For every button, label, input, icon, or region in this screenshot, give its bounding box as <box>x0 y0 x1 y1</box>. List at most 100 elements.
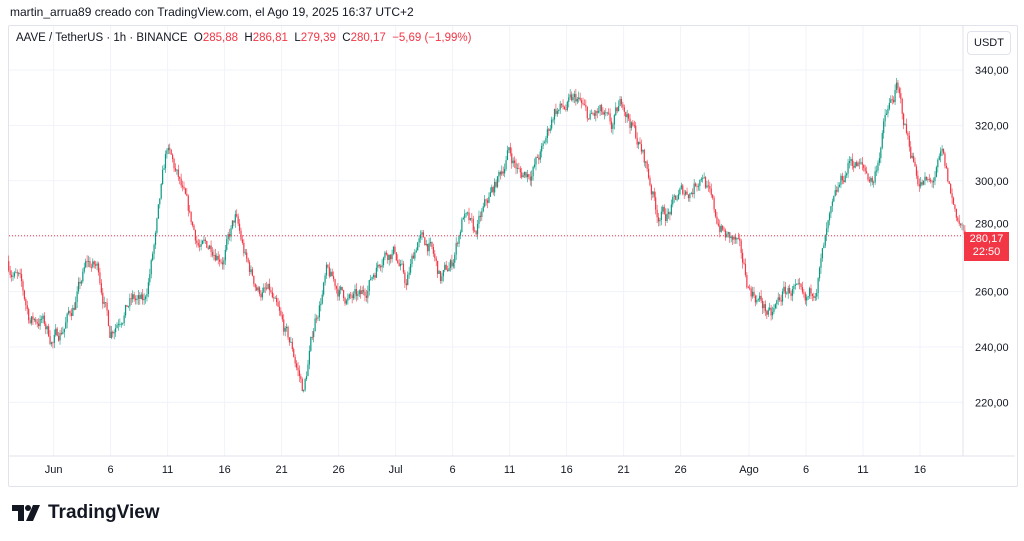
candle-body <box>15 272 17 274</box>
candle-body <box>951 193 953 198</box>
candle-body <box>777 297 779 301</box>
candle-body <box>180 178 182 186</box>
candle-body <box>891 99 893 101</box>
candle-body <box>177 169 179 177</box>
candle-body <box>724 230 727 238</box>
candle-body <box>660 211 662 220</box>
candle-body <box>170 149 172 155</box>
candle-body <box>142 294 144 301</box>
candle-body <box>291 341 293 350</box>
candle-body <box>323 282 325 295</box>
time-tick-label: 6 <box>450 464 456 476</box>
candle-body <box>160 184 162 199</box>
candle-body <box>847 162 849 174</box>
candle-body <box>504 169 506 174</box>
candle-body <box>766 311 768 315</box>
candle-body <box>347 297 349 301</box>
symbol-legend[interactable]: AAVE / TetherUS · 1h · BINANCE O285,88 H… <box>16 32 471 44</box>
candle-body <box>918 184 920 187</box>
candle-body <box>763 304 765 309</box>
candle-body <box>250 269 252 273</box>
candle-body <box>95 264 97 266</box>
candle-body <box>99 272 101 284</box>
candle-body <box>954 204 956 209</box>
candle-body <box>136 298 138 301</box>
candle-body <box>515 162 517 169</box>
time-tick-label: 11 <box>857 464 868 476</box>
candle-body <box>464 213 466 218</box>
candle-body <box>172 154 174 160</box>
time-tick-label: 21 <box>617 464 629 476</box>
candle-body <box>934 176 936 181</box>
candle-body <box>395 252 397 261</box>
candle-body <box>466 212 469 214</box>
candle-body <box>378 264 380 267</box>
candle-body <box>295 363 298 368</box>
candle-body <box>52 342 54 344</box>
candle-body <box>300 376 302 380</box>
candle-body <box>321 294 323 304</box>
candle-body <box>146 293 148 297</box>
candle-body <box>367 290 369 298</box>
candle-body <box>833 195 835 202</box>
time-tick-label: Jul <box>389 464 403 476</box>
candle-body <box>445 264 447 270</box>
candle-body <box>276 298 278 303</box>
candle-body <box>670 204 672 215</box>
candle-body <box>333 276 335 280</box>
candle-body <box>43 315 45 324</box>
candle-body <box>439 271 442 281</box>
candle-body <box>806 297 808 301</box>
candle-body <box>915 166 918 176</box>
candle-body <box>475 230 477 235</box>
candle-body <box>261 292 263 298</box>
candle-body <box>79 281 81 284</box>
candle-body <box>555 109 557 114</box>
candle-body <box>113 332 115 334</box>
candle-body <box>514 160 516 163</box>
candle-body <box>129 298 131 307</box>
candle-body <box>565 109 567 110</box>
candle-body <box>474 230 476 232</box>
candle-body <box>811 293 814 296</box>
candle-body <box>313 331 315 338</box>
candle-body <box>214 254 216 261</box>
candle-body <box>573 94 576 98</box>
candle-body <box>767 309 769 315</box>
candle-body <box>209 245 211 249</box>
candle-body <box>486 200 489 203</box>
candle-body <box>921 182 923 185</box>
candle-body <box>908 135 910 147</box>
candle-body <box>16 272 18 274</box>
candle-body <box>571 94 573 101</box>
candle-body <box>861 162 863 165</box>
candle-body <box>610 121 613 129</box>
candle-body <box>402 263 405 273</box>
candle-body <box>796 284 798 285</box>
candle-body <box>686 191 688 195</box>
candle-body <box>163 168 165 170</box>
candle-body <box>12 276 14 278</box>
candle-body <box>694 183 697 186</box>
candle-body <box>860 162 862 164</box>
candle-body <box>495 181 497 187</box>
candle-body <box>286 326 288 329</box>
candle-body <box>942 148 945 154</box>
candle-body <box>569 94 571 98</box>
candle-body <box>479 215 481 218</box>
candle-body <box>59 332 61 341</box>
candle-body <box>553 109 556 120</box>
currency-unit-button[interactable]: USDT <box>967 31 1011 55</box>
candle-body <box>340 286 342 291</box>
candle-body <box>579 97 581 101</box>
candle-body <box>127 306 130 308</box>
candle-body <box>881 133 883 148</box>
candle-body <box>831 201 833 207</box>
tradingview-logo[interactable]: TradingView <box>12 502 160 524</box>
candle-body <box>645 161 647 163</box>
candle-body <box>258 287 261 294</box>
candle-body <box>917 175 919 185</box>
candle-body <box>592 113 594 115</box>
candle-body <box>293 349 295 358</box>
